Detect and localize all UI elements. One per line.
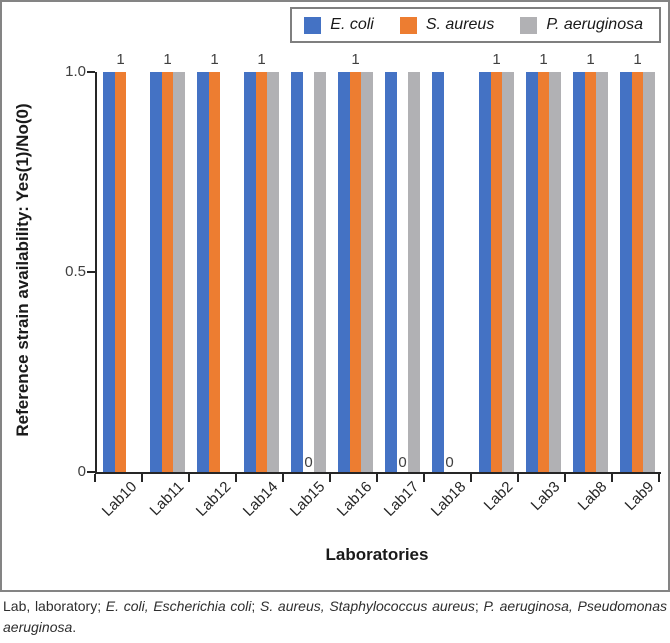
bar-p-aeruginosa-lab11 <box>173 72 185 472</box>
x-tick-mark-2 <box>188 474 190 482</box>
data-label-s-aureus-lab11: 1 <box>163 51 172 68</box>
data-label-s-aureus-lab14: 1 <box>257 51 266 68</box>
bar-e-coli-lab2 <box>479 72 491 472</box>
caption-text: ; <box>251 598 260 614</box>
bar-p-aeruginosa-lab3 <box>549 72 561 472</box>
y-axis-title: Reference strain availability: Yes(1)/No… <box>13 103 32 437</box>
x-tick-mark-8 <box>470 474 472 482</box>
bar-group-lab2: 1 <box>473 52 520 472</box>
data-label-s-aureus-lab2: 1 <box>492 51 501 68</box>
bar-s-aureus-lab9 <box>631 72 644 472</box>
caption-species-text: P. aeruginosa, Pseudomonas aeruginosa <box>3 598 667 635</box>
data-label-s-aureus-lab15: 0 <box>304 454 313 471</box>
bar-p-aeruginosa-lab8 <box>596 72 608 472</box>
bar-p-aeruginosa-lab14 <box>267 72 279 472</box>
bar-group-lab9: 1 <box>614 52 661 472</box>
x-tick-mark-1 <box>141 474 143 482</box>
bar-s-aureus-lab16 <box>349 72 362 472</box>
caption-text: . <box>72 619 77 635</box>
bar-e-coli-lab12 <box>197 72 209 472</box>
y-tick-label-0.5: 0.5 <box>65 263 86 280</box>
y-tick-mark-0 <box>87 471 95 473</box>
data-label-s-aureus-lab12: 1 <box>210 51 219 68</box>
bar-s-aureus-lab12 <box>208 72 221 472</box>
data-label-s-aureus-lab10: 1 <box>116 51 125 68</box>
bar-s-aureus-lab3 <box>537 72 550 472</box>
legend-item-e-coli: E. coli <box>304 16 374 34</box>
x-tick-mark-6 <box>376 474 378 482</box>
plot-area: 1 1 1 1 0 1 0 0 1 1 1 1 <box>95 52 661 474</box>
bar-group-lab15: 0 <box>285 72 332 472</box>
bar-p-aeruginosa-lab17 <box>408 72 420 472</box>
bar-e-coli-lab18 <box>432 72 444 472</box>
legend-label-s-aureus: S. aureus <box>425 16 495 33</box>
data-label-s-aureus-lab18: 0 <box>445 454 454 471</box>
data-label-s-aureus-lab3: 1 <box>539 51 548 68</box>
y-tick-mark-0.5 <box>87 271 95 273</box>
legend-swatch-p-aeruginosa <box>520 16 538 34</box>
legend-item-p-aeruginosa: P. aeruginosa <box>520 16 643 34</box>
bar-e-coli-lab3 <box>526 72 538 472</box>
bar-e-coli-lab15 <box>291 72 303 472</box>
bar-group-lab12: 1 <box>191 52 238 472</box>
bar-p-aeruginosa-lab15 <box>314 72 326 472</box>
bar-p-aeruginosa-lab9 <box>643 72 655 472</box>
x-tick-mark-10 <box>564 474 566 482</box>
bar-s-aureus-lab10 <box>114 72 127 472</box>
x-tick-mark-12 <box>658 474 660 482</box>
bar-s-aureus-lab14 <box>255 72 268 472</box>
x-tick-mark-7 <box>423 474 425 482</box>
legend-label-e-coli: E. coli <box>330 16 374 33</box>
x-tick-mark-0 <box>94 474 96 482</box>
x-axis-title: Laboratories <box>325 545 429 564</box>
x-tick-mark-9 <box>517 474 519 482</box>
caption-text: ; <box>474 598 484 614</box>
bar-e-coli-lab11 <box>150 72 162 472</box>
bar-group-lab17: 0 <box>379 72 426 472</box>
bar-e-coli-lab10 <box>103 72 115 472</box>
bar-e-coli-lab9 <box>620 72 632 472</box>
bar-group-lab11: 1 <box>144 52 191 472</box>
y-tick-mark-1.0 <box>87 71 95 73</box>
legend-swatch-e-coli <box>304 16 322 34</box>
legend-label-p-aeruginosa: P. aeruginosa <box>546 16 643 33</box>
chart-box: E. coli S. aureus P. aeruginosa Referenc… <box>0 0 670 592</box>
legend-swatch-s-aureus <box>399 16 417 34</box>
bar-s-aureus-lab11 <box>161 72 174 472</box>
caption-text: Lab, laboratory; <box>3 598 106 614</box>
data-label-s-aureus-lab16: 1 <box>351 51 360 68</box>
bar-e-coli-lab8 <box>573 72 585 472</box>
bar-p-aeruginosa-lab2 <box>502 72 514 472</box>
x-tick-mark-4 <box>282 474 284 482</box>
bar-e-coli-lab17 <box>385 72 397 472</box>
caption-species-text: S. aureus, Staphylococcus aureus <box>260 598 475 614</box>
y-tick-label-1.0: 1.0 <box>65 63 86 80</box>
bar-group-lab14: 1 <box>238 52 285 472</box>
bar-s-aureus-lab2 <box>490 72 503 472</box>
legend-item-s-aureus: S. aureus <box>399 16 495 34</box>
data-label-s-aureus-lab9: 1 <box>633 51 642 68</box>
bar-s-aureus-lab8 <box>584 72 597 472</box>
bar-group-lab3: 1 <box>520 52 567 472</box>
caption: Lab, laboratory; E. coli, Escherichia co… <box>3 596 667 638</box>
bar-p-aeruginosa-lab16 <box>361 72 373 472</box>
bar-group-lab18: 0 <box>426 72 473 472</box>
data-label-s-aureus-lab8: 1 <box>586 51 595 68</box>
caption-species-text: E. coli, Escherichia coli <box>105 598 252 614</box>
x-tick-mark-3 <box>235 474 237 482</box>
bar-group-lab16: 1 <box>332 52 379 472</box>
bar-e-coli-lab16 <box>338 72 350 472</box>
x-tick-mark-5 <box>329 474 331 482</box>
legend: E. coli S. aureus P. aeruginosa <box>290 7 661 43</box>
data-label-s-aureus-lab17: 0 <box>398 454 407 471</box>
y-tick-label-0: 0 <box>77 463 86 480</box>
x-tick-mark-11 <box>611 474 613 482</box>
bar-e-coli-lab14 <box>244 72 256 472</box>
bar-group-lab8: 1 <box>567 52 614 472</box>
bar-group-lab10: 1 <box>97 52 144 472</box>
